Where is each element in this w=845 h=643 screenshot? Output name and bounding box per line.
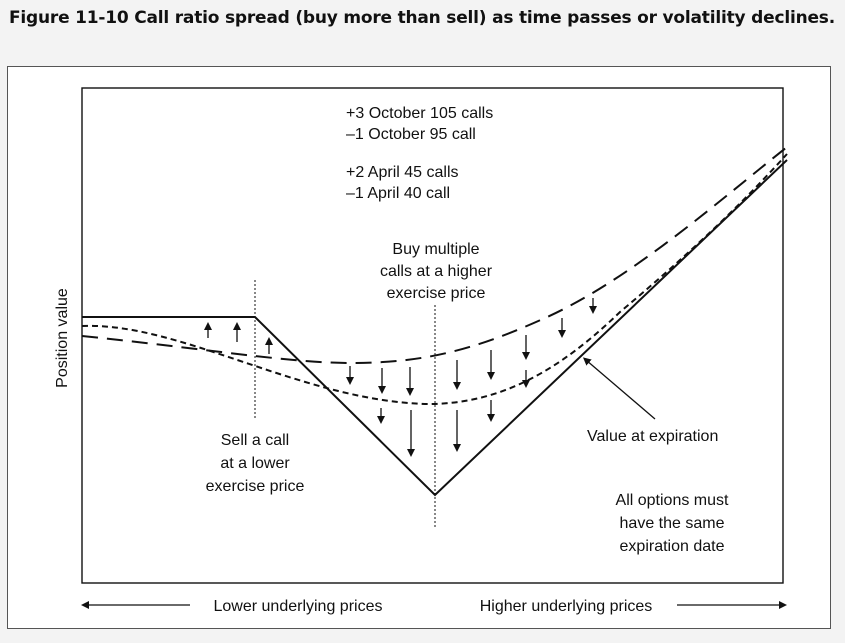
series-value-at-expiration — [82, 159, 788, 497]
series-short-dash — [81, 153, 788, 406]
sell-label: Sell a call — [221, 432, 289, 449]
plot-area — [81, 87, 784, 584]
x-label-lower: Lower underlying prices — [214, 598, 383, 615]
position-line: +3 October 105 calls — [346, 105, 493, 122]
figure-frame — [7, 66, 831, 629]
figure-caption: Figure 11-10 Call ratio spread (buy more… — [9, 8, 835, 28]
sell-label: exercise price — [206, 478, 305, 495]
buy-label: Buy multiple — [392, 241, 479, 258]
buy-label: exercise price — [387, 285, 486, 302]
note-line: have the same — [620, 515, 725, 532]
position-line: –1 April 40 call — [346, 185, 450, 202]
series-long-dash — [81, 146, 788, 365]
position-line: –1 October 95 call — [346, 126, 476, 143]
note-line: All options must — [616, 492, 729, 509]
buy-label: calls at a higher — [380, 263, 493, 280]
y-axis-label: Position value — [54, 288, 71, 388]
expiration-pointer — [582, 357, 656, 420]
position-line: +2 April 45 calls — [346, 164, 459, 181]
x-label-higher: Higher underlying prices — [480, 598, 653, 615]
note-line: expiration date — [620, 538, 725, 555]
expiration-label: Value at expiration — [587, 428, 718, 445]
sell-label: at a lower — [220, 455, 290, 472]
